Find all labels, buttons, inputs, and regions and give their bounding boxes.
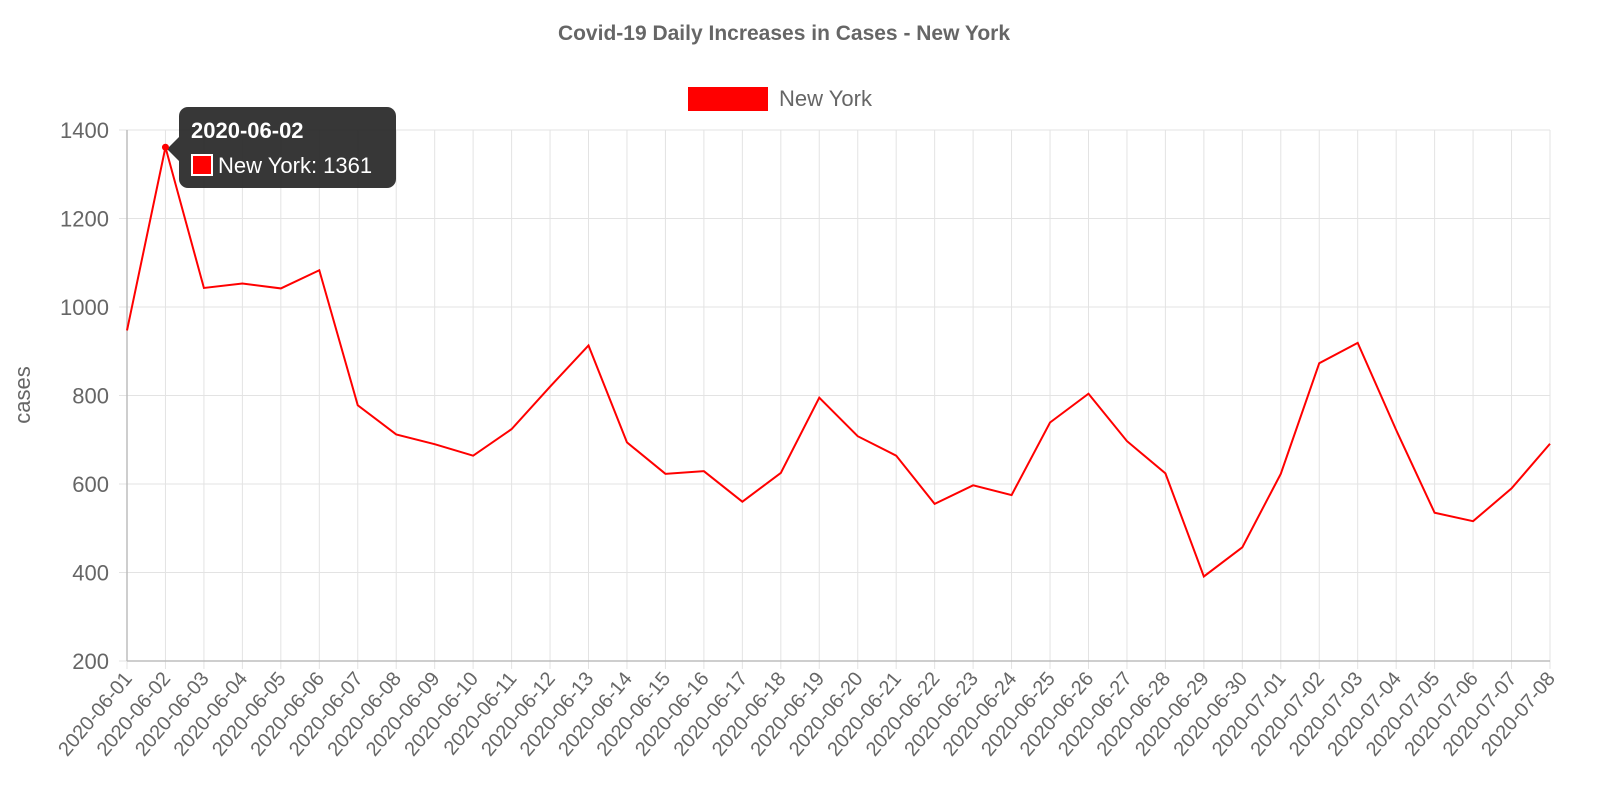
legend[interactable]: New York bbox=[688, 86, 873, 111]
y-tick-label: 1000 bbox=[60, 295, 109, 320]
y-axis-ticks: 200 400 600 800 1000 1200 1400 bbox=[60, 118, 109, 674]
y-tick-label: 1400 bbox=[60, 118, 109, 143]
legend-swatch-new-york bbox=[688, 87, 768, 111]
y-tick-label: 800 bbox=[72, 384, 109, 409]
legend-label-new-york: New York bbox=[779, 86, 873, 111]
hovered-data-point bbox=[162, 144, 168, 150]
grid bbox=[119, 130, 1550, 669]
chart-title: Covid-19 Daily Increases in Cases - New … bbox=[558, 22, 1010, 45]
y-tick-label: 400 bbox=[72, 561, 109, 586]
x-axis-ticks: 2020-06-012020-06-022020-06-032020-06-04… bbox=[54, 668, 1560, 761]
y-tick-label: 600 bbox=[72, 472, 109, 497]
y-tick-label: 1200 bbox=[60, 207, 109, 232]
tooltip-swatch bbox=[193, 156, 211, 174]
series-line-new-york bbox=[127, 147, 1550, 576]
tooltip-title: 2020-06-02 bbox=[191, 118, 304, 143]
tooltip: 2020-06-02 New York: 1361 bbox=[162, 107, 396, 188]
y-axis-label: cases bbox=[10, 366, 35, 423]
series-layer bbox=[127, 147, 1550, 576]
y-tick-label: 200 bbox=[72, 649, 109, 674]
tooltip-label: New York: 1361 bbox=[218, 153, 372, 178]
